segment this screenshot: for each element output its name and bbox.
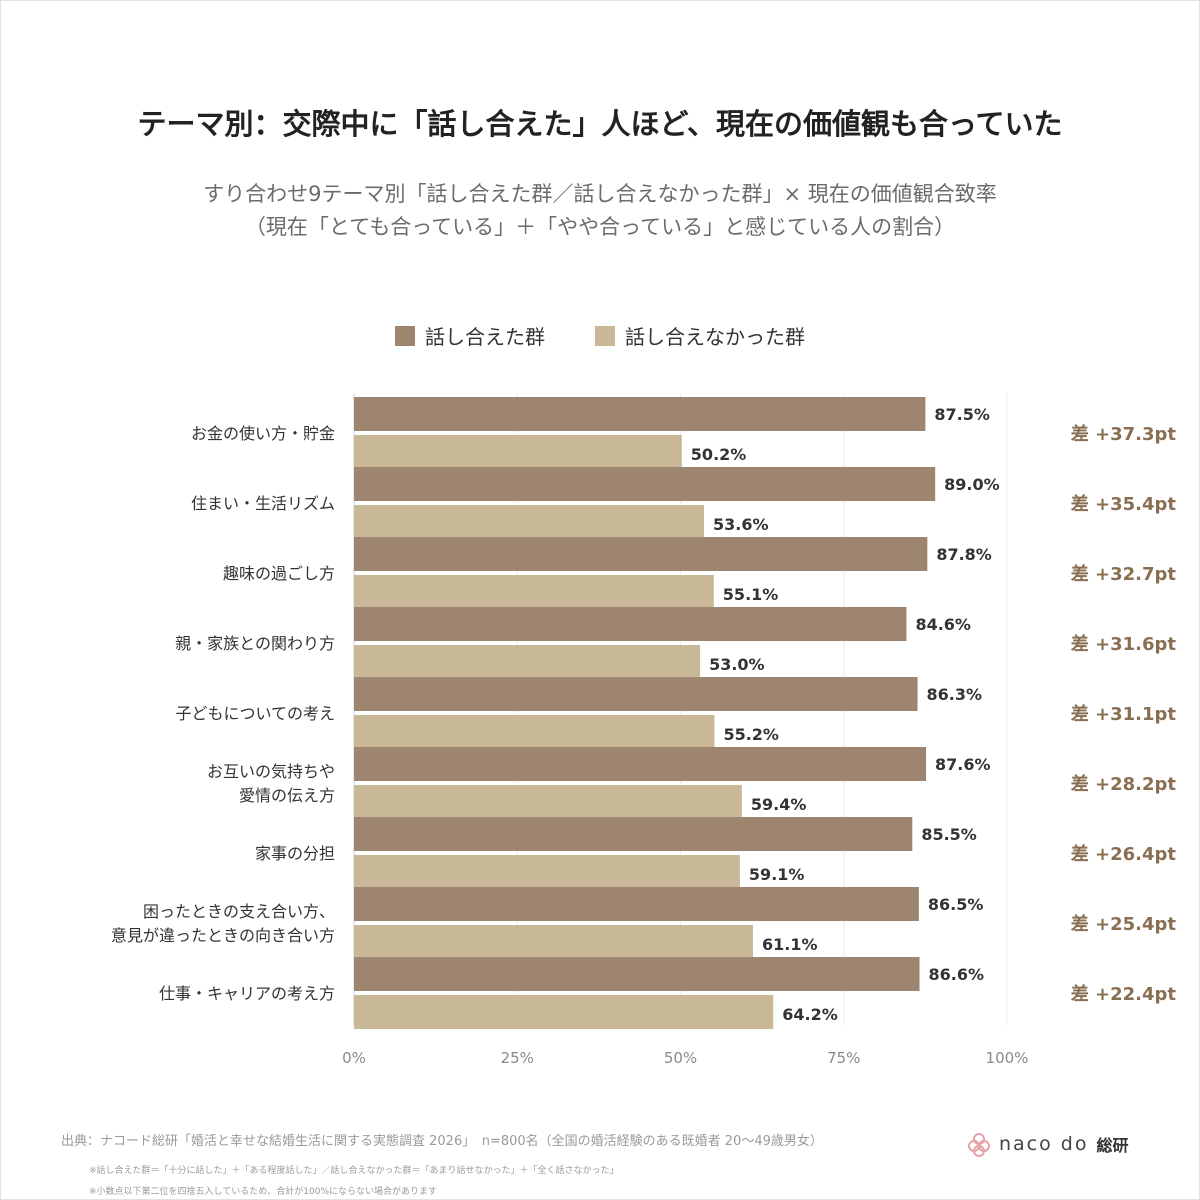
value-label-group-b: 59.1% [749,865,805,884]
logo-text: naco do [999,1133,1089,1155]
diff-label: 差 +31.6pt [1071,633,1177,655]
chart-title: テーマ別：交際中に「話し合えた」人ほど、現在の価値観も合っていた [137,107,1063,141]
bar-group-a [354,747,927,781]
bar-group-a [354,887,919,921]
x-tick-label: 0% [342,1049,366,1067]
value-label-group-a: 87.8% [936,545,992,564]
value-label-group-a: 85.5% [921,825,977,844]
legend-swatch-group-a [395,325,415,346]
value-label-group-a: 89.0% [944,475,1000,494]
bar-group-b [354,925,753,959]
category-label: お金の使い方・貯金 [191,424,335,443]
bar-group-a [354,677,918,711]
value-label-group-a: 86.6% [928,965,984,984]
legend-item-group-b: 話し合えなかった群 [595,321,805,350]
legend-swatch-group-b [595,325,615,346]
category-label: 愛情の伝え方 [239,786,335,805]
value-label-group-b: 55.1% [723,585,779,604]
bar-group-a [354,607,907,641]
category-label: 意見が違ったときの向き合い方 [111,926,335,945]
diff-label: 差 +31.1pt [1071,703,1177,725]
category-label: 家事の分担 [255,844,335,863]
chart-subtitle-line2: （現在「とても合っている」＋「やや合っている」と感じている人の割合） [244,215,956,239]
value-label-group-a: 87.6% [935,755,991,774]
legend-label-group-a: 話し合えた群 [425,325,545,349]
diff-label: 差 +26.4pt [1071,843,1177,865]
category-label: 趣味の過ごし方 [223,564,335,583]
bar-chart: 0% 25% 50% 75% 100% 87.5% 50.2% お金の使い方・貯金 差 +37.… [111,393,1177,1067]
diff-label: 差 +28.2pt [1071,773,1177,795]
x-tick-label: 100% [986,1049,1029,1067]
footer-note-1: ※話し合えた群＝「十分に話した」＋「ある程度話した」／話し合えなかった群＝「あま… [89,1166,619,1176]
bar-group-a [354,537,928,571]
footer-source: 出典：ナコード総研「婚活と幸せな結婚生活に関する実態調査 2026」 n=800… [61,1134,823,1149]
value-label-group-b: 50.2% [691,445,747,464]
category-label: 仕事・キャリアの考え方 [159,984,335,1003]
value-label-group-a: 87.5% [934,405,990,424]
bar-group-b [354,575,714,609]
category-label: お互いの気持ちや [207,762,335,781]
diff-label: 差 +22.4pt [1071,983,1177,1005]
x-tick-label: 75% [827,1049,860,1067]
bar-group-b [354,715,715,749]
category-label: 困ったときの支え合い方、 [143,902,335,921]
diff-label: 差 +25.4pt [1071,913,1177,935]
diff-label: 差 +37.3pt [1071,423,1177,445]
legend-label-group-b: 話し合えなかった群 [625,325,805,349]
brand-logo: naco do 総研 [967,1129,1129,1159]
bar-group-b [354,435,682,469]
value-label-group-b: 55.2% [723,725,779,744]
chart-legend: 話し合えた群 話し合えなかった群 [1,321,1199,350]
category-label: 子どもについての考え [175,704,335,723]
diff-label: 差 +32.7pt [1071,563,1177,585]
bar-group-b [354,995,774,1029]
bar-group-a [354,467,936,501]
value-label-group-b: 61.1% [762,935,818,954]
bar-group-b [354,785,742,819]
legend-item-group-a: 話し合えた群 [395,321,545,350]
bar-group-b [354,645,701,679]
value-label-group-b: 59.4% [751,795,807,814]
value-label-group-a: 86.3% [927,685,983,704]
x-tick-label: 50% [664,1049,697,1067]
footer-note-2: ※小数点以下第二位を四捨五入しているため、合計が100%にならない場合があります [89,1187,438,1197]
bar-group-a [354,817,913,851]
value-label-group-a: 84.6% [915,615,971,634]
bar-group-a [354,397,926,431]
value-label-group-b: 64.2% [782,1005,838,1024]
logo-kanji: 総研 [1096,1136,1129,1155]
bar-group-b [354,855,740,889]
value-label-group-a: 86.5% [928,895,984,914]
bar-group-b [354,505,705,539]
category-label: 住まい・生活リズム [191,494,335,513]
value-label-group-b: 53.6% [713,515,769,534]
chart-subtitle-line1: すり合わせ9テーマ別「話し合えた群／話し合えなかった群」× 現在の価値観合致率 [203,182,997,206]
x-tick-label: 25% [501,1049,534,1067]
diff-label: 差 +35.4pt [1071,493,1177,515]
category-label: 親・家族との関わり方 [175,634,335,653]
flower-icon [968,1133,990,1157]
value-label-group-b: 53.0% [709,655,765,674]
bar-group-a [354,957,920,991]
